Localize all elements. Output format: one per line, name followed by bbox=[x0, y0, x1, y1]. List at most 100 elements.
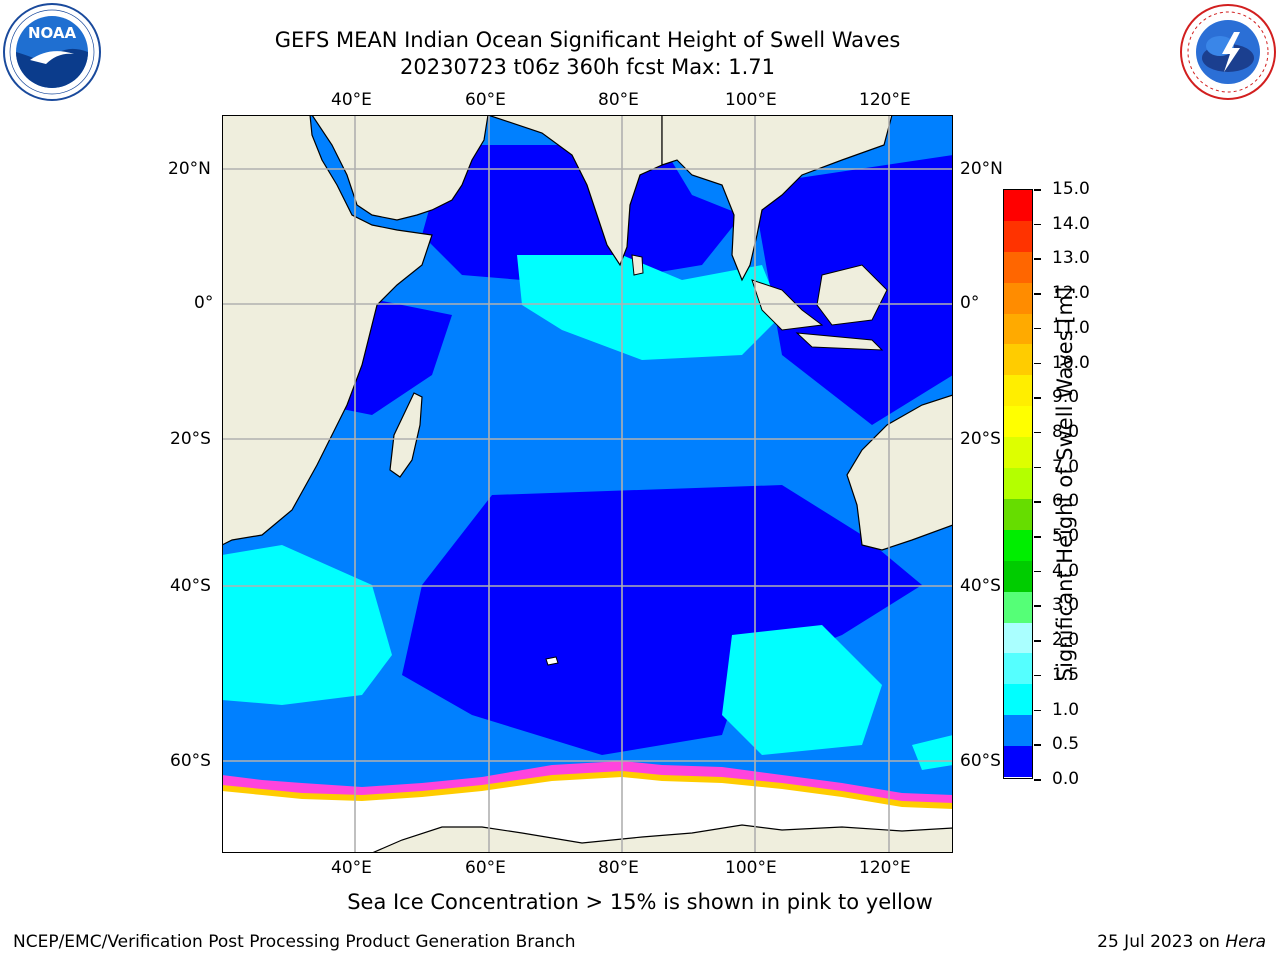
footer-date: 25 Jul 2023 on Hera bbox=[1097, 932, 1266, 952]
colorbar-tick-mark bbox=[1034, 605, 1041, 607]
lat-tick-right-20n: 20°N bbox=[960, 159, 1003, 179]
colorbar-tick-label: 9.0 bbox=[1052, 387, 1080, 408]
lon-tick-bottom-80: 80°E bbox=[598, 858, 639, 878]
lon-tick-top-80: 80°E bbox=[598, 90, 639, 110]
lat-tick-left-40s: 40°S bbox=[170, 576, 211, 596]
colorbar-tick-label: 1.5 bbox=[1052, 664, 1080, 685]
land-java bbox=[795, 332, 884, 351]
colorbar-segment bbox=[1004, 282, 1032, 315]
colorbar-tick-label: 11.0 bbox=[1052, 317, 1090, 338]
colorbar-tick-mark bbox=[1034, 431, 1041, 434]
ocean-high-southeast bbox=[722, 625, 882, 755]
land-australia bbox=[846, 394, 953, 551]
colorbar-segment bbox=[1004, 653, 1032, 685]
colorbar-segment bbox=[1004, 251, 1032, 284]
lon-tick-top-120: 120°E bbox=[859, 90, 911, 110]
footer-credit: NCEP/EMC/Verification Post Processing Pr… bbox=[13, 932, 576, 952]
lat-tick-right-40s: 40°S bbox=[960, 576, 1001, 596]
colorbar-tick-label: 12.0 bbox=[1052, 283, 1090, 304]
ocean-low-north bbox=[422, 145, 742, 285]
colorbar-tick-label: 0.5 bbox=[1052, 734, 1080, 755]
land-africa bbox=[222, 115, 433, 546]
colorbar-segment bbox=[1004, 190, 1032, 222]
colorbar-segment bbox=[1004, 560, 1032, 593]
colorbar-segment bbox=[1004, 406, 1032, 438]
colorbar-tick-label: 6.0 bbox=[1052, 491, 1080, 512]
colorbar-tick-mark bbox=[1034, 397, 1041, 399]
colorbar-tick-mark bbox=[1034, 258, 1041, 260]
lat-tick-left-20n: 20°N bbox=[168, 159, 211, 179]
colorbar-tick-mark bbox=[1034, 674, 1041, 677]
ocean-high-equatorial bbox=[517, 255, 782, 360]
lon-tick-bottom-100: 100°E bbox=[725, 858, 777, 878]
lat-tick-left-20s: 20°S bbox=[170, 429, 211, 449]
land-sumatra bbox=[751, 279, 824, 331]
colorbar-tick-mark bbox=[1034, 536, 1041, 538]
colorbar-segment bbox=[1004, 498, 1032, 531]
colorbar bbox=[1003, 189, 1033, 779]
colorbar-label-text: Significant Height of Swell Waves [m] bbox=[1053, 286, 1077, 682]
colorbar-tick-mark bbox=[1034, 327, 1041, 330]
nws-logo bbox=[1178, 2, 1278, 102]
map-border bbox=[222, 115, 953, 853]
colorbar-segment bbox=[1004, 468, 1032, 500]
lon-tick-bottom-120: 120°E bbox=[859, 858, 911, 878]
lon-tick-top-60: 60°E bbox=[465, 90, 506, 110]
colorbar-tick-label: 13.0 bbox=[1052, 248, 1090, 269]
noaa-logo: NOAA bbox=[2, 2, 102, 102]
graticule bbox=[222, 115, 953, 853]
lon-tick-bottom-40: 40°E bbox=[331, 858, 372, 878]
colorbar-segment bbox=[1004, 715, 1032, 747]
colorbar-tick-label: 15.0 bbox=[1052, 179, 1090, 199]
colorbar-segment bbox=[1004, 591, 1032, 624]
colorbar-tick-mark bbox=[1034, 640, 1041, 642]
land-borneo bbox=[816, 264, 888, 326]
ocean-high-southwest bbox=[222, 545, 392, 705]
colorbar-tick-label: 0.0 bbox=[1052, 769, 1080, 789]
colorbar-tick-label: 1.0 bbox=[1052, 699, 1080, 720]
colorbar-tick-label: 10.0 bbox=[1052, 352, 1090, 373]
colorbar-tick-label: 3.0 bbox=[1052, 595, 1080, 616]
colorbar-ticks: 15.0 14.0 13.0 12.0 11.0 10.0 9.0 8.0 7.0 6.0 5.0 4… bbox=[1034, 179, 1104, 791]
colorbar-tick-mark bbox=[1034, 466, 1041, 469]
colorbar-tick-mark bbox=[1034, 362, 1041, 365]
land-sri-lanka bbox=[631, 254, 644, 276]
colorbar-tick-label: 4.0 bbox=[1052, 560, 1080, 581]
colorbar-label: Significant Height of Swell Waves [m] bbox=[1052, 234, 1078, 734]
lat-tick-right-60s: 60°S bbox=[960, 751, 1001, 771]
colorbar-segment bbox=[1004, 220, 1032, 253]
colorbar-tick-label: 5.0 bbox=[1052, 526, 1080, 547]
land-southeast-asia bbox=[661, 115, 893, 282]
footer-date-text: 25 Jul 2023 on bbox=[1097, 932, 1220, 952]
island-kerguelen bbox=[545, 656, 559, 666]
land-antarctica bbox=[371, 824, 953, 853]
colorbar-segment bbox=[1004, 437, 1032, 469]
colorbar-tick-mark bbox=[1034, 744, 1041, 746]
colorbar-segment bbox=[1004, 344, 1032, 376]
colorbar-segment bbox=[1004, 746, 1032, 778]
colorbar-segment bbox=[1004, 684, 1032, 716]
land-madagascar bbox=[389, 392, 423, 478]
colorbar-segment bbox=[1004, 375, 1032, 407]
colorbar-segment bbox=[1004, 313, 1032, 345]
colorbar-tick-mark bbox=[1034, 501, 1041, 503]
map-subtitle: 20230723 t06z 360h fcst Max: 1.71 bbox=[400, 55, 775, 79]
lat-tick-left-0: 0° bbox=[194, 293, 214, 313]
colorbar-segment bbox=[1004, 622, 1032, 654]
colorbar-tick-label: 7.0 bbox=[1052, 456, 1080, 477]
ocean-low-south bbox=[402, 485, 922, 755]
map-canvas bbox=[222, 115, 953, 853]
colorbar-tick-mark bbox=[1034, 570, 1041, 573]
colorbar-tick-mark bbox=[1034, 779, 1041, 781]
map-title: GEFS MEAN Indian Ocean Significant Heigh… bbox=[274, 28, 901, 52]
footer-host: Hera bbox=[1225, 932, 1266, 952]
colorbar-tick-label: 8.0 bbox=[1052, 421, 1080, 442]
colorbar-segment bbox=[1004, 529, 1032, 562]
colorbar-tick-mark bbox=[1034, 223, 1041, 226]
sea-ice-caption: Sea Ice Concentration > 15% is shown in … bbox=[347, 890, 933, 914]
lat-tick-right-20s: 20°S bbox=[960, 429, 1001, 449]
colorbar-tick-mark bbox=[1034, 293, 1041, 295]
lat-tick-left-60s: 60°S bbox=[170, 751, 211, 771]
noaa-logo-text: NOAA bbox=[28, 24, 77, 42]
map-panel bbox=[222, 115, 953, 853]
